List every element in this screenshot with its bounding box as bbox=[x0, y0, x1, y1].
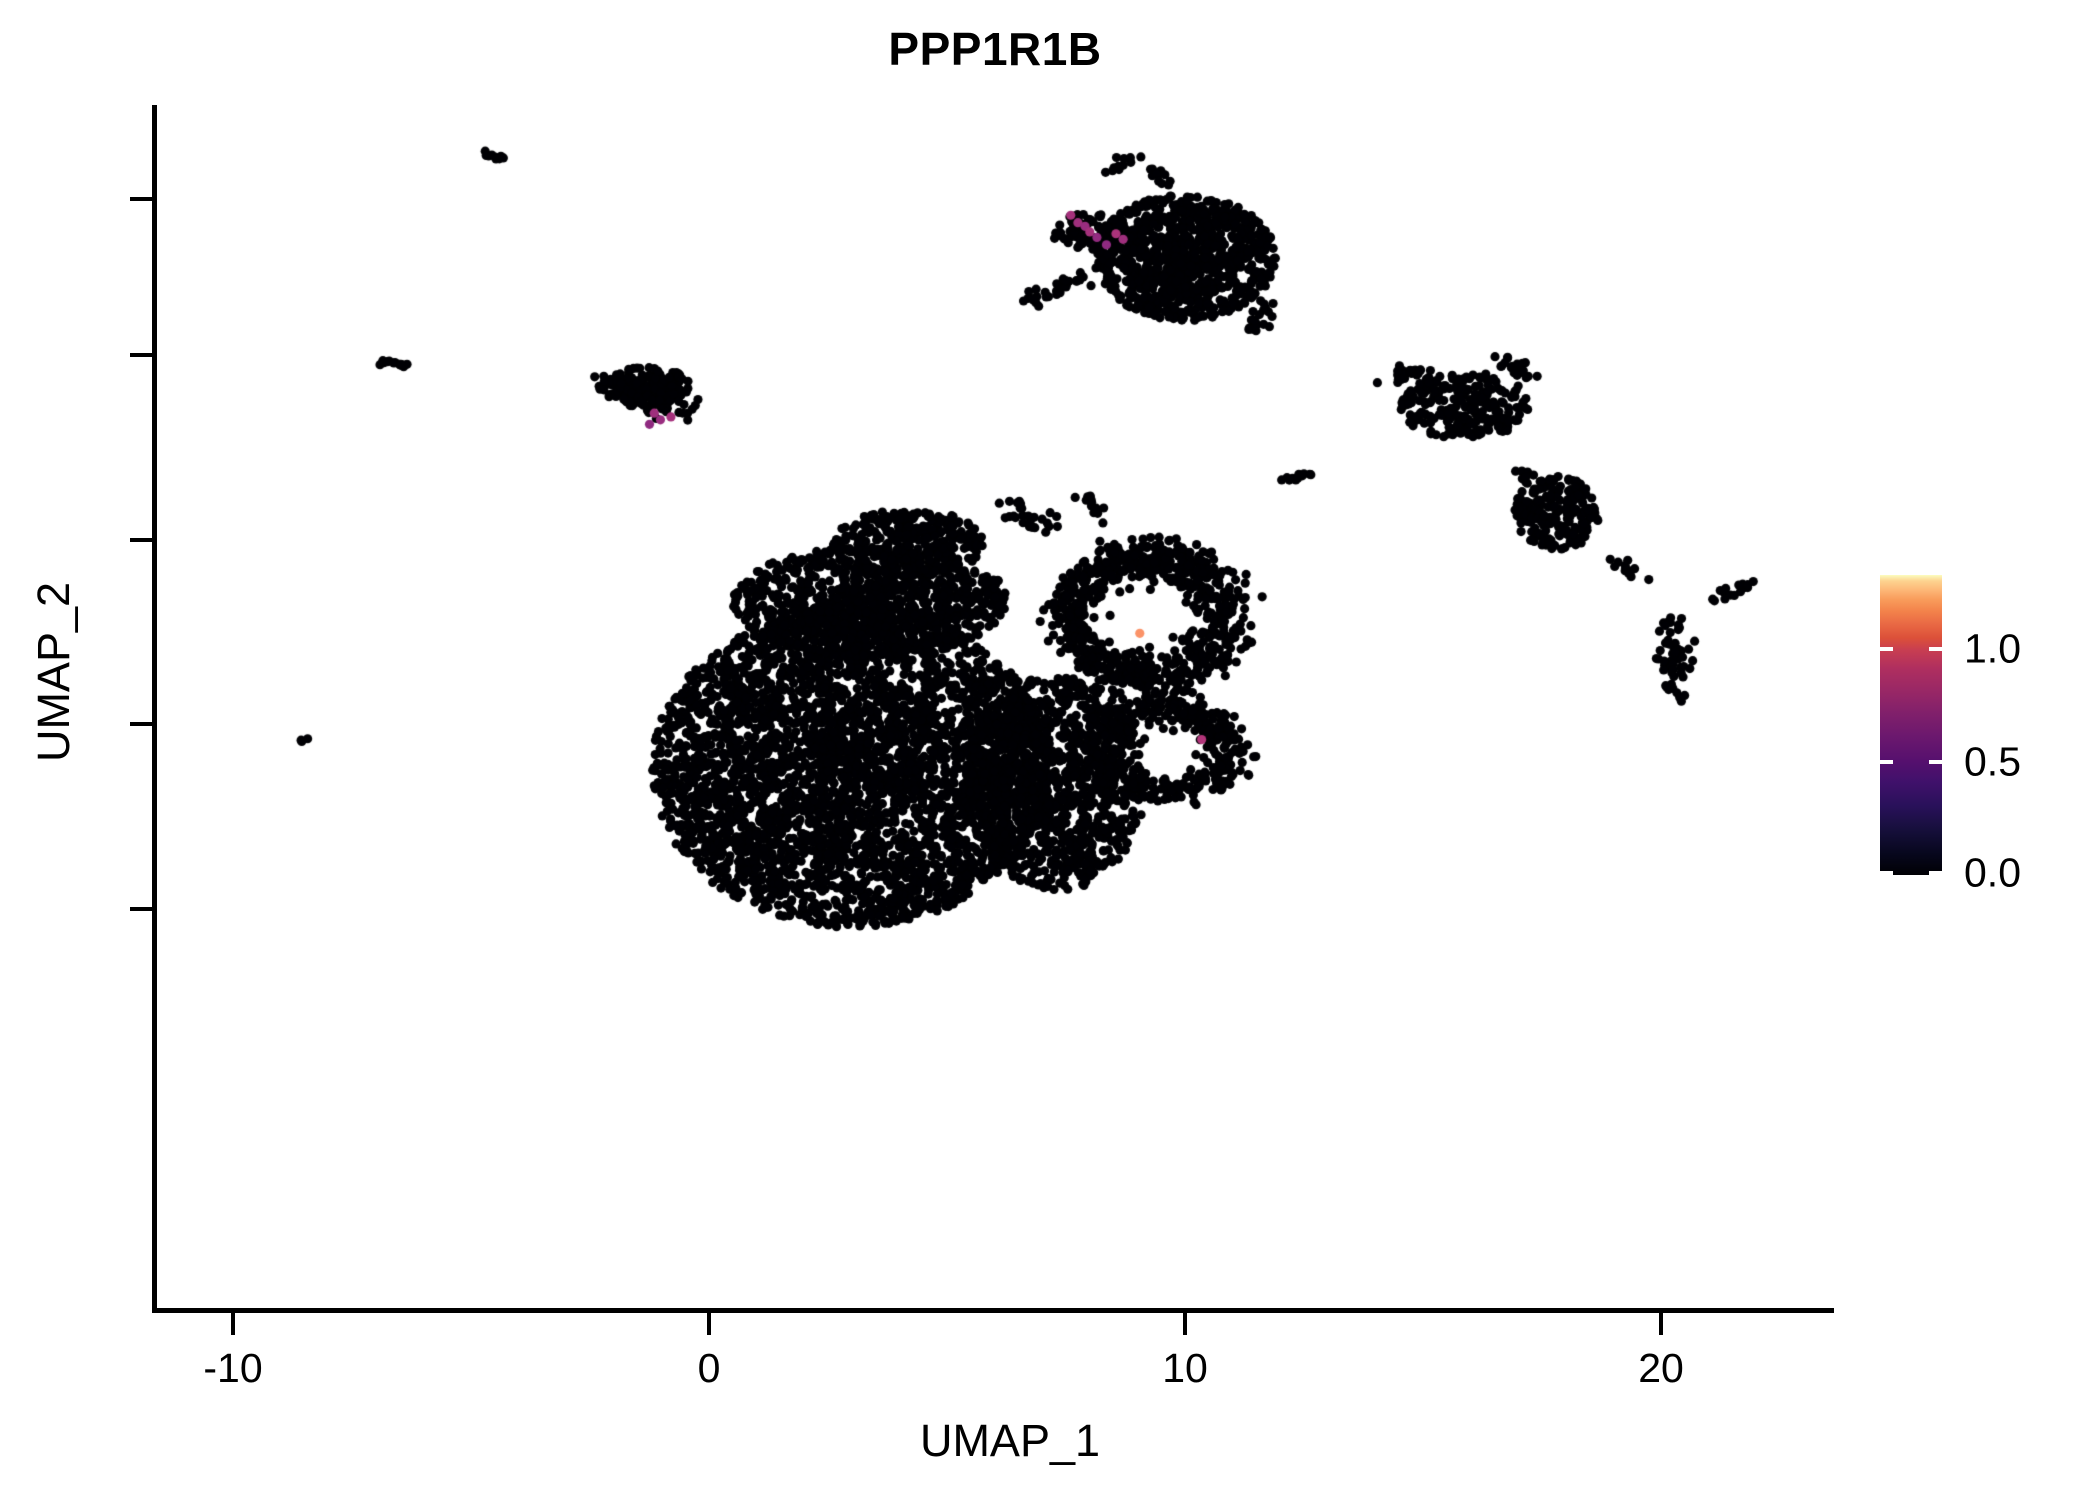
x-tick-mark-0 bbox=[707, 1313, 711, 1335]
y-axis-title: UMAP_2 bbox=[28, 581, 79, 763]
colorbar-tick-0-left bbox=[1880, 871, 1893, 875]
x-tick-label-10: 10 bbox=[1162, 1345, 1208, 1391]
x-tick-label-20: 20 bbox=[1638, 1345, 1684, 1391]
colorbar-tick-1-right bbox=[1929, 647, 1942, 651]
x-tick-label-0: 0 bbox=[697, 1345, 721, 1391]
colorbar-label-0: 0.0 bbox=[1964, 849, 2021, 896]
colorbar-label-1: 1.0 bbox=[1964, 625, 2021, 672]
y-tick-mark-15 bbox=[130, 197, 152, 201]
colorbar-tick-1-left bbox=[1880, 647, 1893, 651]
y-tick-mark-m5 bbox=[130, 907, 152, 911]
x-tick-label-m10: -10 bbox=[203, 1345, 263, 1391]
x-tick-mark-20 bbox=[1659, 1313, 1663, 1335]
colorbar-tick-0-right bbox=[1929, 871, 1942, 875]
y-tick-mark-10 bbox=[130, 353, 152, 357]
x-axis-line bbox=[152, 1308, 1834, 1313]
colorbar-tick-05-left bbox=[1880, 760, 1893, 764]
colorbar-legend: 1.0 0.5 0.0 bbox=[1880, 575, 2021, 896]
x-tick-mark-10 bbox=[1183, 1313, 1187, 1335]
x-tick-mark-m10 bbox=[231, 1313, 235, 1335]
y-tick-mark-0 bbox=[130, 722, 152, 726]
colorbar-label-05: 0.5 bbox=[1964, 738, 2021, 785]
y-tick-mark-5 bbox=[130, 538, 152, 542]
colorbar-gradient bbox=[1880, 575, 1942, 875]
colorbar-tick-05-right bbox=[1929, 760, 1942, 764]
x-axis-title: UMAP_1 bbox=[919, 1415, 1101, 1466]
y-axis-line bbox=[152, 105, 157, 1312]
